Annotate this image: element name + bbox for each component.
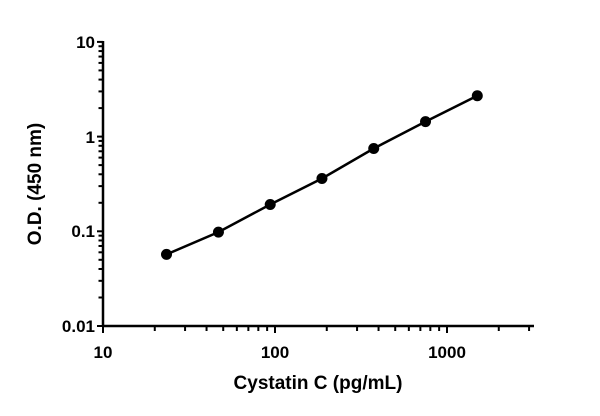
data-point-marker — [316, 173, 328, 185]
y-tick-label-10: 10 — [76, 33, 95, 52]
x-axis-ticks — [102, 326, 531, 333]
axes — [97, 40, 534, 333]
data-point-marker — [420, 116, 432, 128]
data-series — [161, 90, 483, 260]
y-tick-label-0-1: 0.1 — [71, 222, 95, 241]
x-tick-label-1000: 1000 — [428, 343, 466, 362]
y-axis-title: O.D. (450 nm) — [25, 123, 46, 245]
y-axis-ticks — [97, 40, 103, 327]
data-points — [161, 90, 483, 260]
x-tick-labels: 10 100 1000 — [94, 343, 466, 362]
data-point-marker — [264, 198, 276, 210]
x-tick-label-10: 10 — [94, 343, 113, 362]
y-tick-label-0-01: 0.01 — [62, 317, 95, 336]
data-point-marker — [471, 90, 483, 102]
x-axis-title: Cystatin C (pg/mL) — [234, 373, 403, 394]
y-tick-label-1: 1 — [86, 128, 95, 147]
data-point-marker — [212, 226, 224, 238]
y-tick-labels: 10 1 0.1 0.01 — [62, 33, 95, 336]
x-tick-label-100: 100 — [261, 343, 289, 362]
data-point-marker — [368, 143, 380, 155]
data-point-marker — [161, 248, 173, 260]
